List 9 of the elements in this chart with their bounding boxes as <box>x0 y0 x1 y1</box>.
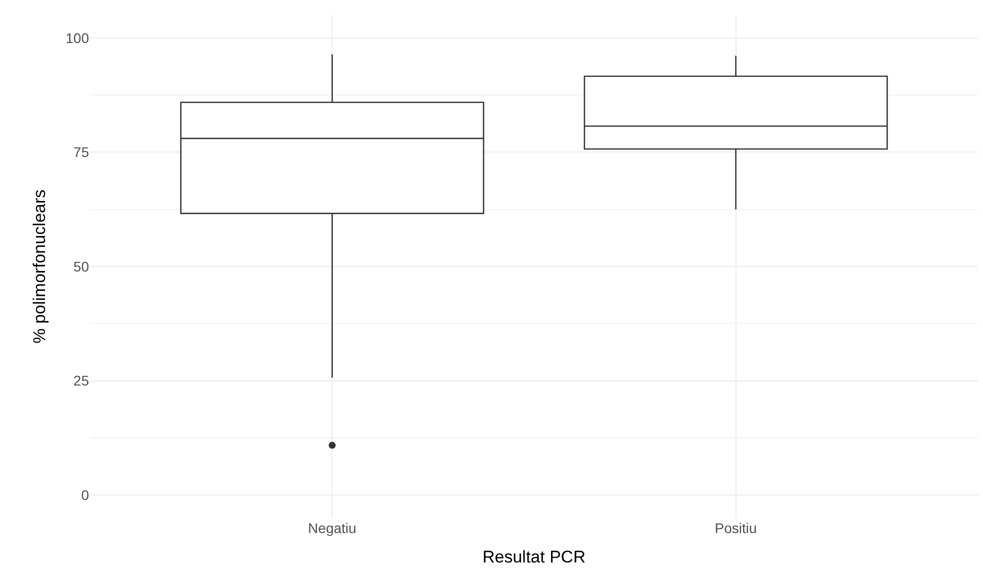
y-tick-label: 25 <box>73 372 90 389</box>
x-tick-label: Negatiu <box>308 520 356 536</box>
y-tick-label: 100 <box>66 30 90 46</box>
y-tick-label: 50 <box>73 258 90 274</box>
y-tick-label: 0 <box>81 487 90 504</box>
x-axis-title: Resultat PCR <box>482 547 586 566</box>
y-axis-title: % polimorfonuclears <box>30 189 50 344</box>
y-tick-label: 75 <box>73 144 90 160</box>
x-tick-label: Positiu <box>714 520 757 536</box>
